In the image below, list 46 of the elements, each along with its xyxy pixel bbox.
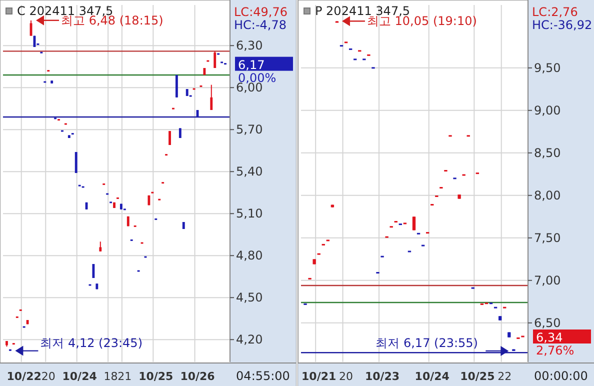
y-tick-label: 4,50 — [236, 290, 263, 305]
candlestick — [92, 264, 95, 278]
x-tick-label: 10/21 — [302, 370, 336, 383]
x-tick-label: 22 — [498, 370, 512, 383]
text: 2,76% — [536, 344, 574, 358]
text: 6,17 — [238, 58, 265, 72]
y-tick-label: 5,10 — [236, 206, 263, 221]
x-tick-label: 20 — [339, 370, 354, 383]
y-tick-label: 8,50 — [534, 146, 561, 160]
y-tick-label: 6,50 — [534, 316, 561, 330]
y-tick-label: 9,00 — [534, 103, 561, 118]
x-tick-label: 10/25 — [138, 370, 174, 383]
x-tick-label: 10/26 — [180, 370, 216, 383]
y-tick-label: 7,50 — [534, 230, 561, 245]
text: HC:-36,92 — [532, 18, 592, 32]
y-tick-label: 5,40 — [236, 164, 263, 179]
text: 6,34 — [536, 330, 563, 344]
x-tick-label: 10/22 — [6, 370, 42, 383]
y-tick-label: 5,70 — [236, 122, 263, 137]
candlestick — [99, 241, 102, 252]
text: 0,00% — [238, 70, 276, 85]
x-tick-label: 21 — [118, 370, 132, 383]
text: 04:55:00 — [236, 369, 290, 383]
candlestick — [214, 50, 216, 68]
x-tick-label: 10/24 — [414, 370, 450, 383]
x-tick-label: 10/23 — [364, 370, 400, 383]
text: HC:-4,78 — [234, 18, 286, 32]
x-tick-label: 10/25 — [460, 370, 495, 383]
candlestick — [412, 216, 416, 231]
y-tick-label: 4,80 — [236, 248, 263, 263]
candlestick — [175, 74, 178, 98]
candlestick — [74, 152, 78, 173]
text: LC:49,76 — [234, 5, 288, 19]
y-tick-label: 4,20 — [236, 332, 263, 347]
candlestick — [210, 84, 213, 110]
y-tick-label: 6,30 — [236, 38, 263, 53]
x-tick-label: 10/24 — [62, 370, 98, 383]
y-tick-label: 7,00 — [534, 273, 561, 288]
y-tick-label: 9,50 — [534, 60, 561, 75]
text: 00:00:00 — [534, 369, 588, 383]
y-tick-label: 8,00 — [534, 188, 561, 202]
annotation: 최저 6,17 (23:55) — [376, 336, 478, 350]
x-tick-label: 20 — [41, 370, 56, 383]
annotation: 최저 4,12 (23:45) — [40, 336, 142, 350]
x-tick-label: 18 — [104, 370, 118, 383]
text: LC:2,76 — [532, 5, 578, 19]
